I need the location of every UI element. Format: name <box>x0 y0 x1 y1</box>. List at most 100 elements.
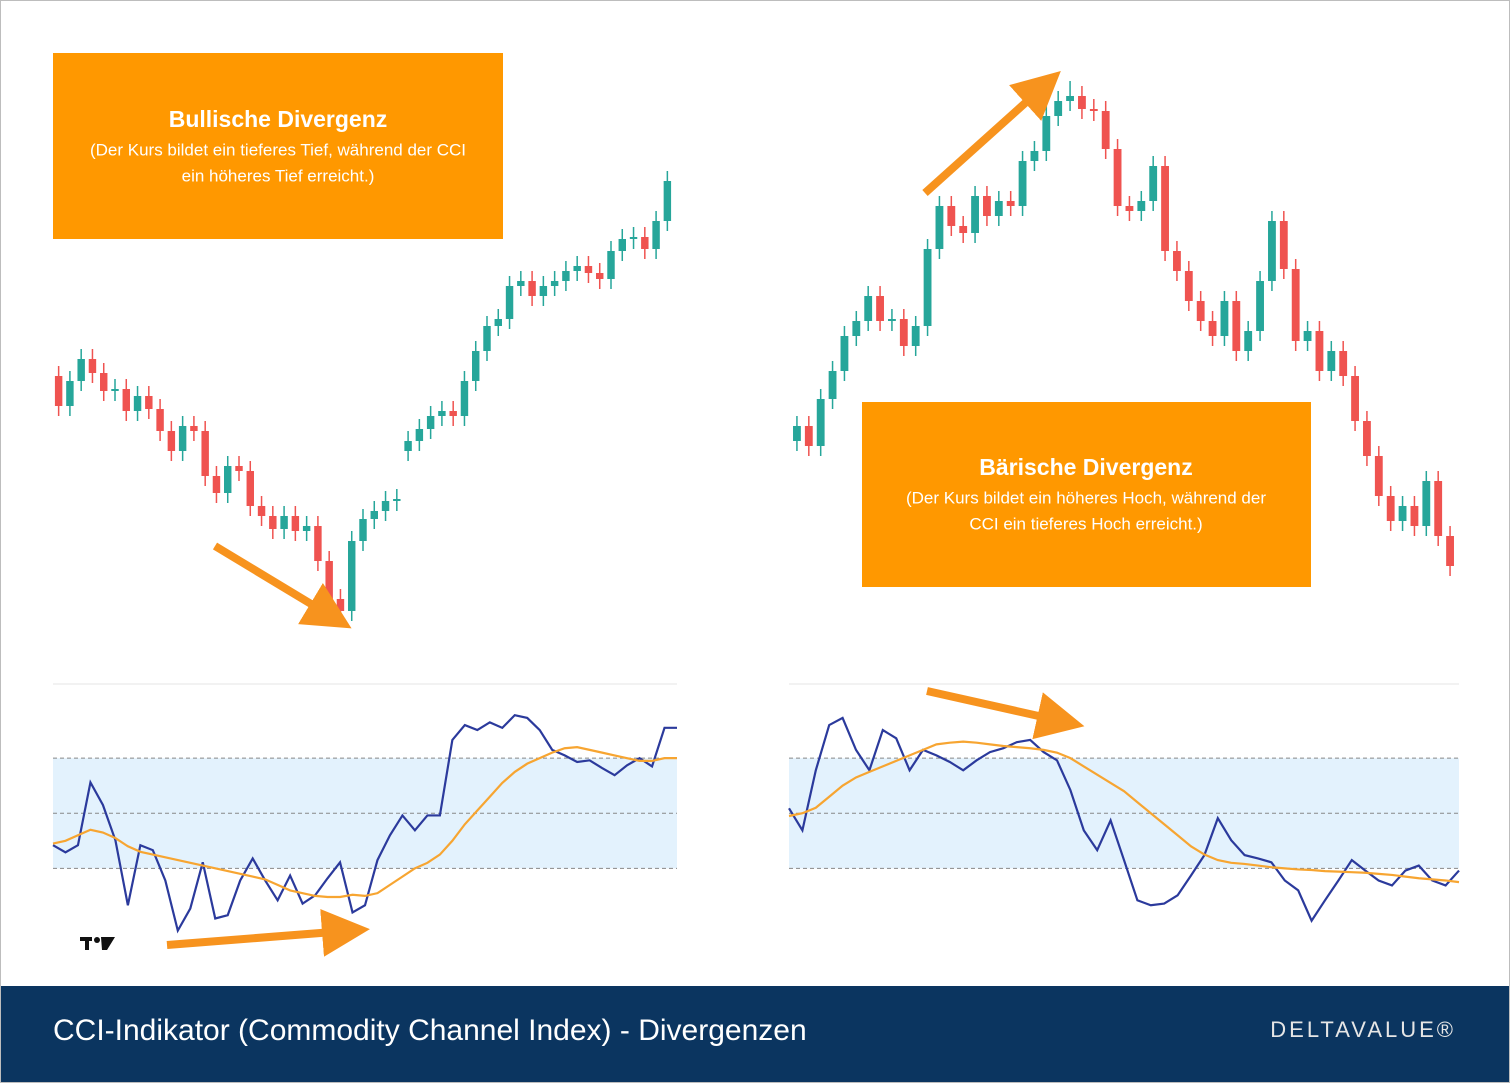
cci-line <box>52 746 677 899</box>
candle-body <box>1303 331 1312 341</box>
candle-body <box>1398 506 1407 521</box>
candle-body <box>864 296 873 321</box>
candle-body <box>1291 269 1300 341</box>
candle-body <box>899 319 908 346</box>
candle-body <box>156 409 164 431</box>
candle-body <box>1042 116 1051 151</box>
candle-body <box>840 336 849 371</box>
candle-body <box>314 526 322 561</box>
candle-body <box>505 286 514 319</box>
candle-body <box>381 501 390 511</box>
candle-body <box>359 519 367 541</box>
candle-body <box>804 426 813 446</box>
candle-body <box>460 381 469 416</box>
candle-body <box>122 389 130 411</box>
candle-body <box>629 237 638 239</box>
candle-body <box>1351 376 1359 421</box>
candle-body <box>562 271 570 281</box>
candle-body <box>1078 96 1086 109</box>
candle-body <box>1030 151 1039 161</box>
footer-title: CCI-Indikator (Commodity Channel Index) … <box>53 1014 807 1047</box>
arrow <box>926 687 1085 740</box>
candle-body <box>269 516 277 529</box>
candle-body <box>1113 149 1122 206</box>
candle-body <box>100 373 108 391</box>
candle-body <box>816 399 825 446</box>
candle-body <box>325 561 333 599</box>
cci-line <box>788 740 1460 884</box>
candle-body <box>393 499 401 501</box>
candle-body <box>1232 301 1241 351</box>
candle-body <box>911 326 920 346</box>
candle-body <box>66 381 74 406</box>
candle-body <box>1386 496 1395 521</box>
candle-body <box>404 441 412 451</box>
candle-body <box>1184 271 1193 301</box>
candle-body <box>1410 506 1419 526</box>
candle-body <box>1006 201 1015 206</box>
candle-body <box>539 286 548 296</box>
candle-body <box>88 359 97 373</box>
candle-body <box>438 411 446 416</box>
candle-body <box>994 201 1003 216</box>
candle-body <box>1125 206 1134 211</box>
candle-body <box>641 237 649 249</box>
tv-logo <box>80 937 115 950</box>
cci-band <box>789 758 1459 869</box>
candle-body <box>370 511 378 519</box>
candle-body <box>1268 221 1276 281</box>
candle-body <box>1066 96 1074 101</box>
box-subtitle: (Der Kurs bildet ein tieferes Tief, währ… <box>90 140 466 159</box>
candle-body <box>1363 421 1371 456</box>
candle-body <box>291 516 300 531</box>
candle-body <box>494 319 502 326</box>
candle-body <box>618 239 626 251</box>
candle-body <box>1244 331 1253 351</box>
candle-body <box>663 181 672 221</box>
candle-body <box>971 196 979 233</box>
candle-body <box>1256 281 1264 331</box>
candle-body <box>178 426 187 451</box>
arrow <box>212 542 352 629</box>
candle-body <box>1279 221 1288 269</box>
candle-body <box>596 273 604 279</box>
arrows <box>166 70 1085 957</box>
candle-body <box>550 281 559 286</box>
candle-body <box>935 206 944 249</box>
candle-body <box>1327 351 1336 371</box>
info-box <box>862 402 1311 587</box>
candle-body <box>449 411 457 416</box>
candle-body <box>1054 101 1063 116</box>
candle-body <box>959 226 968 233</box>
box-title: Bärische Divergenz <box>979 454 1192 480</box>
candle-body <box>246 471 254 506</box>
candle-body <box>1196 301 1205 321</box>
candle-body <box>947 206 956 226</box>
candle-body <box>923 249 932 326</box>
candle-body <box>426 416 435 429</box>
candle-body <box>224 466 232 493</box>
candle-body <box>793 426 801 441</box>
candle-body <box>1208 321 1217 336</box>
footer-bar <box>1 986 1509 1082</box>
candle-body <box>1434 481 1443 536</box>
candle-body <box>1089 109 1098 111</box>
arrow <box>166 908 370 957</box>
candle-body <box>1149 166 1158 201</box>
candle-body <box>876 296 884 321</box>
candle-body <box>257 506 266 516</box>
candle-body <box>1173 251 1181 271</box>
candle-body <box>1339 351 1348 376</box>
candle-body <box>201 431 209 476</box>
arrow <box>922 70 1061 196</box>
candle-body <box>133 396 142 411</box>
candle-body <box>1374 456 1383 496</box>
candle-body <box>483 326 491 351</box>
candle-body <box>528 281 536 296</box>
candle-body <box>1422 481 1431 526</box>
candle-body <box>1018 161 1027 206</box>
candle-body <box>852 321 861 336</box>
candle-body <box>54 376 63 406</box>
